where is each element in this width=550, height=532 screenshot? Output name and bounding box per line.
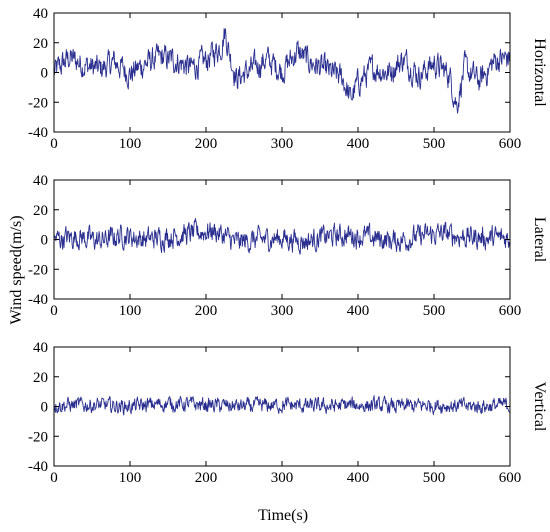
x-tick-label: 300	[271, 303, 294, 319]
series-line-lateral	[53, 218, 510, 255]
y-tick-label: -20	[28, 429, 48, 445]
y-tick-label: 20	[33, 203, 48, 219]
y-tick-label: -20	[28, 95, 48, 111]
series-line-vertical	[53, 395, 510, 416]
y-tick-label: -40	[28, 292, 48, 308]
y-tick-label: 40	[33, 340, 48, 356]
x-tick-label: 400	[347, 470, 370, 486]
x-tick-label: 0	[50, 136, 58, 152]
y-tick-label: 0	[41, 400, 49, 416]
x-tick-label: 0	[50, 303, 58, 319]
x-tick-label: 100	[119, 470, 142, 486]
x-tick-label: 200	[195, 470, 218, 486]
x-tick-label: 200	[195, 136, 218, 152]
x-tick-label: 200	[195, 303, 218, 319]
x-tick-label: 100	[119, 303, 142, 319]
x-axis-label: Time(s)	[258, 507, 308, 524]
y-tick-label: -40	[28, 125, 48, 141]
panel-label-horizontal: Horizontal	[531, 38, 548, 107]
x-tick-label: 0	[50, 470, 58, 486]
panel-label-lateral: Lateral	[531, 217, 548, 263]
y-tick-label: 0	[41, 233, 49, 249]
x-tick-label: 600	[499, 303, 522, 319]
x-tick-label: 600	[499, 470, 522, 486]
y-tick-label: -20	[28, 262, 48, 278]
panel-label-vertical: Vertical	[531, 382, 548, 432]
x-tick-label: 300	[271, 136, 294, 152]
x-tick-label: 500	[423, 470, 446, 486]
series-line-horizontal	[53, 28, 510, 114]
x-tick-label: 600	[499, 136, 522, 152]
x-tick-label: 400	[347, 136, 370, 152]
x-tick-label: 500	[423, 136, 446, 152]
plot-frame	[53, 12, 511, 133]
x-tick-label: 100	[119, 136, 142, 152]
x-tick-label: 300	[271, 470, 294, 486]
x-tick-label: 500	[423, 303, 446, 319]
x-tick-label: 400	[347, 303, 370, 319]
y-tick-label: 0	[41, 66, 49, 82]
y-tick-label: 20	[33, 36, 48, 52]
y-tick-label: 40	[33, 173, 48, 189]
y-tick-label: 40	[33, 6, 48, 22]
y-axis-label: Wind speed(m/s)	[8, 215, 25, 324]
y-tick-label: 20	[33, 370, 48, 386]
y-tick-label: -40	[28, 459, 48, 475]
plot-frame	[53, 179, 511, 300]
